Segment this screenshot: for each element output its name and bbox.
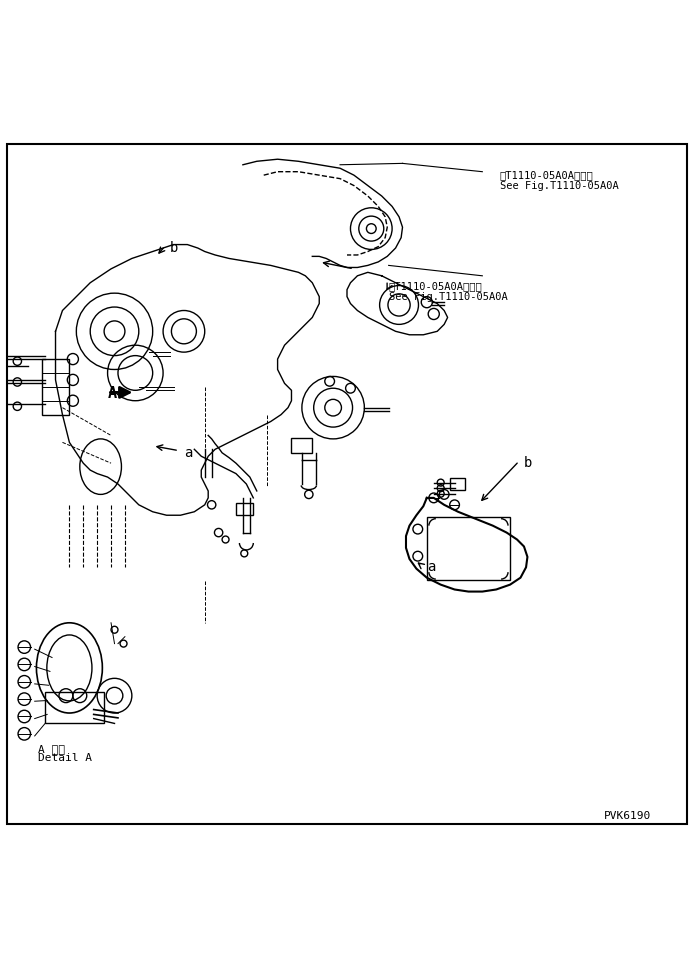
Text: See Fig.T1110-05A0A: See Fig.T1110-05A0A bbox=[500, 181, 618, 191]
Text: PVK6190: PVK6190 bbox=[604, 811, 651, 821]
Text: a: a bbox=[427, 560, 435, 574]
Bar bbox=[42, 359, 69, 414]
Bar bbox=[427, 517, 510, 580]
Text: A 詳細: A 詳細 bbox=[38, 744, 65, 754]
Bar bbox=[45, 692, 104, 723]
Bar bbox=[450, 478, 465, 490]
Text: b: b bbox=[170, 241, 178, 255]
Text: 第T1110-05A0A図参照: 第T1110-05A0A図参照 bbox=[389, 282, 482, 291]
Text: See Fig.T1110-05A0A: See Fig.T1110-05A0A bbox=[389, 291, 507, 302]
Bar bbox=[291, 438, 312, 453]
Text: 第T1110-05A0A図参照: 第T1110-05A0A図参照 bbox=[500, 170, 593, 180]
Bar bbox=[236, 502, 253, 515]
Text: A: A bbox=[108, 386, 117, 402]
Text: b: b bbox=[524, 456, 532, 470]
Text: Detail A: Detail A bbox=[38, 753, 92, 763]
Text: a: a bbox=[184, 446, 192, 460]
